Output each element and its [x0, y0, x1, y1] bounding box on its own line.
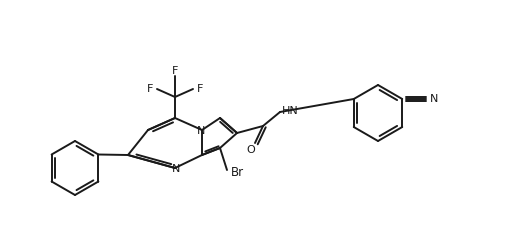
- Text: N: N: [429, 94, 437, 104]
- Text: HN: HN: [281, 106, 298, 116]
- Text: F: F: [146, 84, 153, 94]
- Text: O: O: [246, 145, 255, 155]
- Text: F: F: [172, 66, 178, 76]
- Text: N: N: [172, 164, 180, 174]
- Text: F: F: [196, 84, 203, 94]
- Text: Br: Br: [230, 167, 243, 179]
- Text: N: N: [196, 126, 205, 136]
